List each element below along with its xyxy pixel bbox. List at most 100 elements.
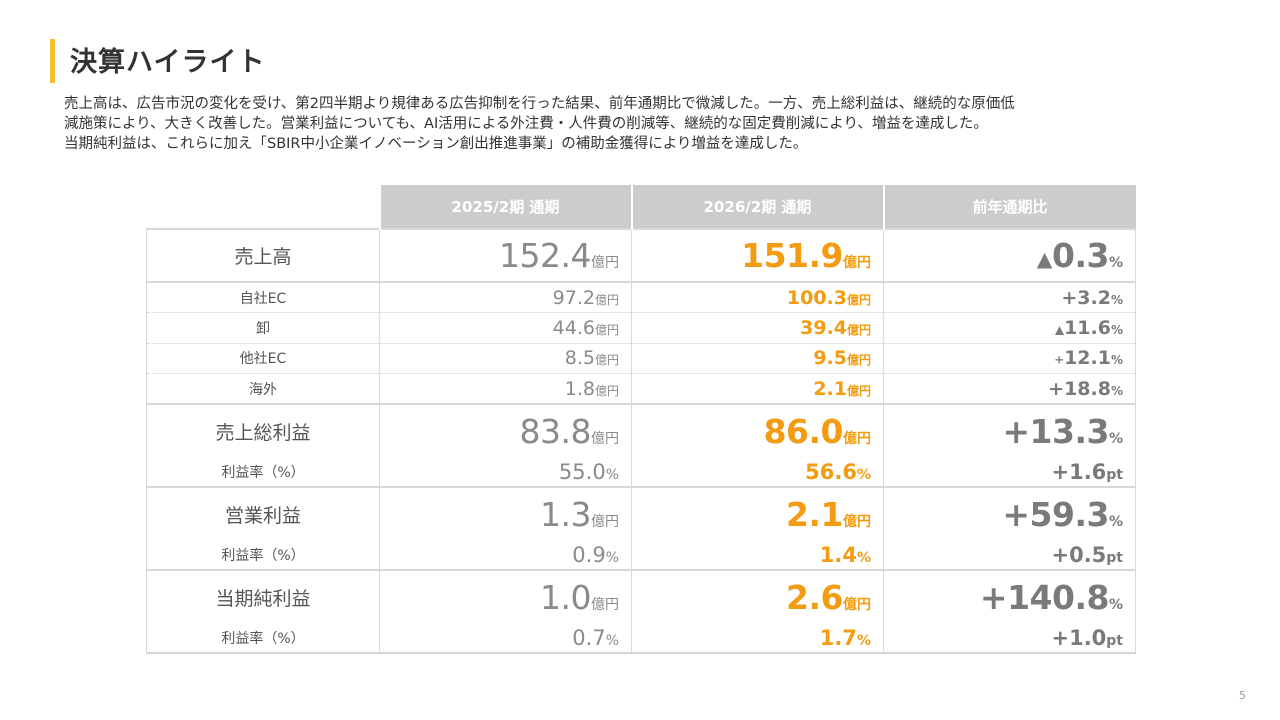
prev-number: 97.2	[552, 286, 595, 309]
prev-number: 152.4	[499, 236, 591, 275]
page-number: 5	[1239, 689, 1246, 702]
prev-number: 83.8	[519, 411, 592, 451]
current-number: 151.9	[741, 236, 843, 275]
prev-unit: 億円	[594, 353, 619, 368]
current-unit: 億円	[846, 292, 871, 307]
current-number: 86.0	[763, 411, 844, 451]
table-row: 利益率（%） 0.9% 1.4% +0.5pt	[146, 540, 1136, 570]
yoy-unit: %	[1110, 322, 1123, 337]
current-number: 2.1	[813, 377, 847, 400]
summary-line: 当期純利益は、これらに加え「SBIR中小企業イノベーション創出推進事業」の補助金…	[64, 136, 808, 152]
prev-unit: 億円	[591, 513, 619, 530]
current-value: 2.1億円	[631, 486, 884, 540]
prev-value: 97.2億円	[379, 281, 632, 313]
current-value: 56.6%	[631, 457, 884, 487]
yoy-value: +140.8%	[883, 569, 1136, 623]
yoy-unit: %	[1108, 596, 1123, 613]
current-unit: %	[856, 466, 871, 483]
current-unit: 億円	[846, 353, 871, 368]
current-value: 86.0億円	[631, 403, 884, 457]
current-unit: %	[856, 549, 871, 566]
financial-highlights-table: 2025/2期 通期 2026/2期 通期 前年通期比 売上高 152.4億円 15…	[146, 185, 1136, 654]
yoy-unit: %	[1110, 383, 1123, 398]
current-number: 9.5	[813, 347, 847, 370]
prev-value: 0.7%	[379, 623, 632, 654]
prev-number: 0.7	[572, 625, 606, 650]
prev-value: 1.3億円	[379, 486, 632, 540]
header-prev-period: 2025/2期 通期	[378, 185, 632, 229]
yoy-value: +1.0pt	[883, 623, 1136, 654]
yoy-value: +0.5pt	[883, 540, 1136, 570]
row-label: 自社EC	[146, 281, 380, 313]
current-value: 9.5億円	[631, 342, 884, 374]
yoy-number: 0.3	[1052, 236, 1109, 275]
prev-value: 8.5億円	[379, 342, 632, 374]
yoy-unit: %	[1110, 353, 1123, 368]
prev-unit: 億円	[591, 430, 619, 447]
prev-number: 1.3	[540, 494, 591, 534]
current-number: 2.6	[786, 577, 843, 617]
prev-value: 1.8億円	[379, 373, 632, 404]
current-unit: 億円	[843, 255, 871, 271]
yoy-value: +1.6pt	[883, 457, 1136, 487]
current-number: 56.6	[805, 459, 857, 484]
yoy-number: +1.0	[1051, 625, 1107, 650]
prev-unit: 億円	[591, 596, 619, 613]
prev-number: 1.0	[540, 577, 591, 617]
current-value: 2.1億円	[631, 373, 884, 404]
prev-number: 8.5	[564, 347, 595, 370]
current-value: 2.6億円	[631, 569, 884, 623]
yoy-sign: ▲	[1036, 246, 1053, 271]
prev-unit: 億円	[594, 322, 619, 337]
row-label: 利益率（%）	[146, 623, 380, 654]
table-row: 利益率（%） 55.0% 56.6% +1.6pt	[146, 457, 1136, 487]
row-label: 卸	[146, 312, 380, 343]
page-title: 決算ハイライト	[70, 47, 266, 78]
yoy-sign: ▲	[1055, 322, 1065, 337]
row-label: 売上高	[146, 228, 380, 282]
yoy-number: +140.8	[979, 577, 1110, 617]
yoy-unit: %	[1108, 513, 1123, 530]
current-unit: 億円	[843, 513, 871, 530]
prev-value: 44.6億円	[379, 312, 632, 343]
current-number: 1.4	[819, 542, 857, 567]
row-label: 利益率（%）	[146, 540, 380, 570]
table-row: 卸 44.6億円 39.4億円 ▲11.6%	[146, 312, 1136, 343]
current-value: 100.3億円	[631, 281, 884, 313]
current-value: 151.9億円	[631, 228, 884, 282]
table-row: 他社EC 8.5億円 9.5億円 +12.1%	[146, 342, 1136, 374]
prev-unit: 億円	[594, 292, 619, 307]
prev-value: 55.0%	[379, 457, 632, 487]
row-label: 営業利益	[146, 486, 380, 540]
yoy-number: +3.2	[1061, 286, 1111, 309]
table-row: 営業利益 1.3億円 2.1億円 +59.3%	[146, 486, 1136, 540]
yoy-unit: pt	[1106, 549, 1123, 566]
yoy-value: +59.3%	[883, 486, 1136, 540]
row-label: 利益率（%）	[146, 457, 380, 487]
prev-number: 0.9	[572, 542, 606, 567]
yoy-value: ▲0.3%	[883, 228, 1136, 282]
current-value: 1.4%	[631, 540, 884, 570]
title-accent-bar	[50, 39, 55, 83]
current-number: 1.7	[819, 625, 857, 650]
current-unit: 億円	[843, 596, 871, 613]
prev-unit: 億円	[591, 255, 619, 271]
current-value: 1.7%	[631, 623, 884, 654]
prev-unit: %	[605, 549, 619, 566]
row-label: 海外	[146, 373, 380, 404]
yoy-value: +13.3%	[883, 403, 1136, 457]
current-value: 39.4億円	[631, 312, 884, 343]
yoy-number: +18.8	[1048, 377, 1111, 400]
current-number: 2.1	[786, 494, 843, 534]
prev-number: 44.6	[552, 316, 595, 339]
current-number: 39.4	[800, 316, 847, 339]
table-row: 自社EC 97.2億円 100.3億円 +3.2%	[146, 281, 1136, 313]
header-blank	[146, 185, 380, 229]
row-label: 売上総利益	[146, 403, 380, 457]
table-row: 売上高 152.4億円 151.9億円 ▲0.3%	[146, 228, 1136, 282]
table-header-row: 2025/2期 通期 2026/2期 通期 前年通期比	[146, 185, 1136, 229]
yoy-number: +0.5	[1051, 542, 1107, 567]
yoy-unit: %	[1110, 292, 1123, 307]
table-row: 当期純利益 1.0億円 2.6億円 +140.8%	[146, 569, 1136, 623]
yoy-number: 12.1	[1064, 347, 1111, 370]
